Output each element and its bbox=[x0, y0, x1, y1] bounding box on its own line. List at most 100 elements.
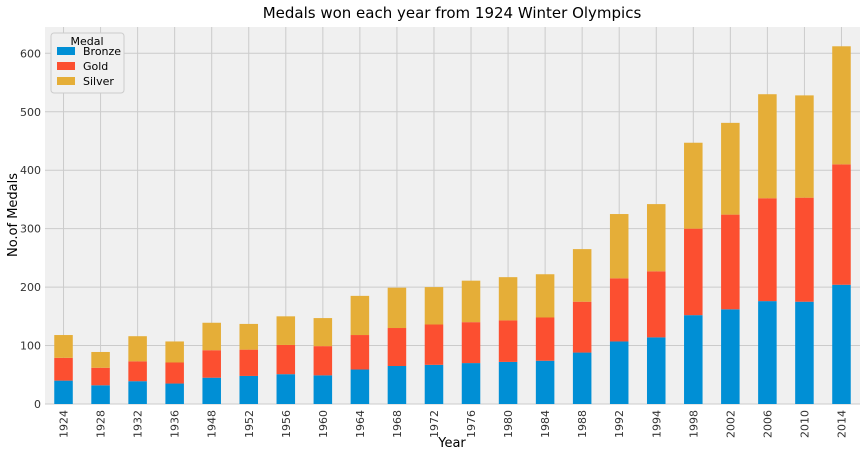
x-tick-label: 1992 bbox=[613, 410, 626, 438]
chart-title: Medals won each year from 1924 Winter Ol… bbox=[263, 4, 642, 22]
bar-silver-1964 bbox=[350, 295, 370, 336]
bar-silver-1952 bbox=[239, 323, 259, 350]
x-tick-label: 1984 bbox=[539, 410, 552, 438]
bar-gold-1932 bbox=[128, 361, 147, 382]
y-axis-ticks: 0 100 200 300 400 500 600 bbox=[20, 47, 41, 411]
bar-bronze-2006 bbox=[758, 301, 777, 404]
bar-silver-1928 bbox=[91, 351, 110, 368]
x-tick-label: 1960 bbox=[317, 410, 330, 438]
bar-bronze-1972 bbox=[424, 364, 444, 404]
y-tick-label: 100 bbox=[20, 340, 41, 353]
bar-gold-2006 bbox=[758, 198, 777, 302]
bars bbox=[54, 46, 851, 404]
bar-silver-1936 bbox=[165, 341, 184, 363]
x-axis-ticks: 1924 1928 1932 1936 1948 1952 1956 1960 1964 1968… bbox=[58, 410, 849, 438]
bar-gold-1948 bbox=[202, 350, 221, 378]
x-tick-label: 1968 bbox=[391, 410, 404, 438]
bar-silver-1984 bbox=[535, 274, 555, 318]
y-tick-label: 0 bbox=[34, 398, 41, 411]
bar-gold-2010 bbox=[795, 197, 814, 302]
bar-silver-1968 bbox=[387, 287, 407, 329]
x-tick-label: 1988 bbox=[576, 410, 589, 438]
x-tick-label: 1952 bbox=[243, 410, 256, 438]
x-tick-label: 2006 bbox=[761, 410, 774, 438]
bar-bronze-1936 bbox=[165, 383, 184, 404]
bar-silver-1976 bbox=[461, 280, 481, 323]
legend-entries: Bronze Gold Silver bbox=[57, 45, 121, 88]
bar-silver-1924 bbox=[54, 335, 73, 358]
bar-bronze-1994 bbox=[646, 337, 666, 404]
x-tick-label: 1924 bbox=[58, 410, 71, 438]
bar-silver-1972 bbox=[424, 287, 444, 325]
bar-bronze-1948 bbox=[202, 377, 221, 404]
x-tick-label: 2010 bbox=[798, 410, 811, 438]
bar-bronze-2014 bbox=[832, 284, 851, 404]
bar-bronze-1932 bbox=[128, 381, 147, 404]
legend: Medal Bronze Gold Silver bbox=[50, 32, 125, 94]
x-tick-label: 1998 bbox=[687, 410, 700, 438]
bar-gold-2014 bbox=[832, 164, 851, 285]
bar-bronze-1952 bbox=[239, 375, 259, 404]
legend-swatch-bronze bbox=[57, 47, 75, 55]
x-tick-label: 1948 bbox=[206, 410, 219, 438]
bar-bronze-1998 bbox=[684, 315, 703, 404]
x-tick-label: 1994 bbox=[650, 410, 663, 438]
x-tick-label: 1956 bbox=[280, 410, 293, 438]
bar-silver-1960 bbox=[313, 318, 333, 347]
x-tick-label: 1976 bbox=[465, 410, 478, 438]
bar-silver-1998 bbox=[684, 142, 703, 229]
bar-bronze-1964 bbox=[350, 369, 370, 404]
bar-gold-1972 bbox=[424, 324, 444, 365]
bar-silver-1994 bbox=[646, 204, 666, 272]
bar-gold-2002 bbox=[721, 214, 740, 310]
bar-bronze-1992 bbox=[609, 341, 629, 404]
y-tick-label: 600 bbox=[20, 47, 41, 60]
bar-bronze-1928 bbox=[91, 385, 110, 404]
bar-silver-2010 bbox=[795, 95, 814, 198]
bar-gold-1956 bbox=[276, 344, 296, 375]
legend-title: Medal bbox=[70, 35, 103, 48]
legend-label-silver: Silver bbox=[83, 75, 114, 88]
x-tick-label: 1964 bbox=[354, 410, 367, 438]
bar-gold-1980 bbox=[498, 320, 518, 362]
legend-swatch-gold bbox=[57, 62, 75, 70]
bar-gold-1992 bbox=[609, 278, 629, 342]
bar-gold-1952 bbox=[239, 349, 259, 376]
bar-silver-1956 bbox=[276, 316, 296, 345]
bar-silver-1992 bbox=[609, 214, 629, 279]
x-tick-label: 1972 bbox=[428, 410, 441, 438]
x-tick-label: 1928 bbox=[95, 410, 108, 438]
x-tick-label: 2014 bbox=[835, 410, 848, 438]
bar-silver-2006 bbox=[758, 94, 777, 199]
bar-silver-1988 bbox=[572, 249, 592, 302]
bar-bronze-1960 bbox=[313, 375, 333, 404]
bar-silver-2002 bbox=[721, 122, 740, 215]
bar-silver-1948 bbox=[202, 322, 221, 351]
bar-silver-2014 bbox=[832, 46, 851, 165]
bar-bronze-1924 bbox=[54, 380, 73, 404]
bar-bronze-1956 bbox=[276, 374, 296, 404]
x-tick-label: 1936 bbox=[169, 410, 182, 438]
bar-bronze-1976 bbox=[461, 363, 481, 404]
bar-silver-1980 bbox=[498, 277, 518, 321]
y-tick-label: 400 bbox=[20, 164, 41, 177]
y-axis-title: No.of Medals bbox=[6, 173, 21, 257]
y-tick-label: 500 bbox=[20, 106, 41, 119]
bar-gold-1998 bbox=[684, 228, 703, 316]
bar-gold-1994 bbox=[646, 271, 666, 338]
bar-gold-1924 bbox=[54, 357, 73, 381]
bar-gold-1928 bbox=[91, 367, 110, 386]
x-axis-title: Year bbox=[437, 436, 466, 451]
legend-label-gold: Gold bbox=[83, 60, 108, 73]
bar-gold-1976 bbox=[461, 322, 481, 364]
bar-bronze-2002 bbox=[721, 309, 740, 404]
bar-gold-1968 bbox=[387, 328, 407, 367]
y-tick-label: 200 bbox=[20, 281, 41, 294]
bar-gold-1960 bbox=[313, 346, 333, 376]
y-tick-label: 300 bbox=[20, 223, 41, 236]
x-tick-label: 1980 bbox=[502, 410, 515, 438]
bar-bronze-1988 bbox=[572, 352, 592, 404]
legend-label-bronze: Bronze bbox=[83, 45, 121, 58]
bar-gold-1988 bbox=[572, 301, 592, 353]
